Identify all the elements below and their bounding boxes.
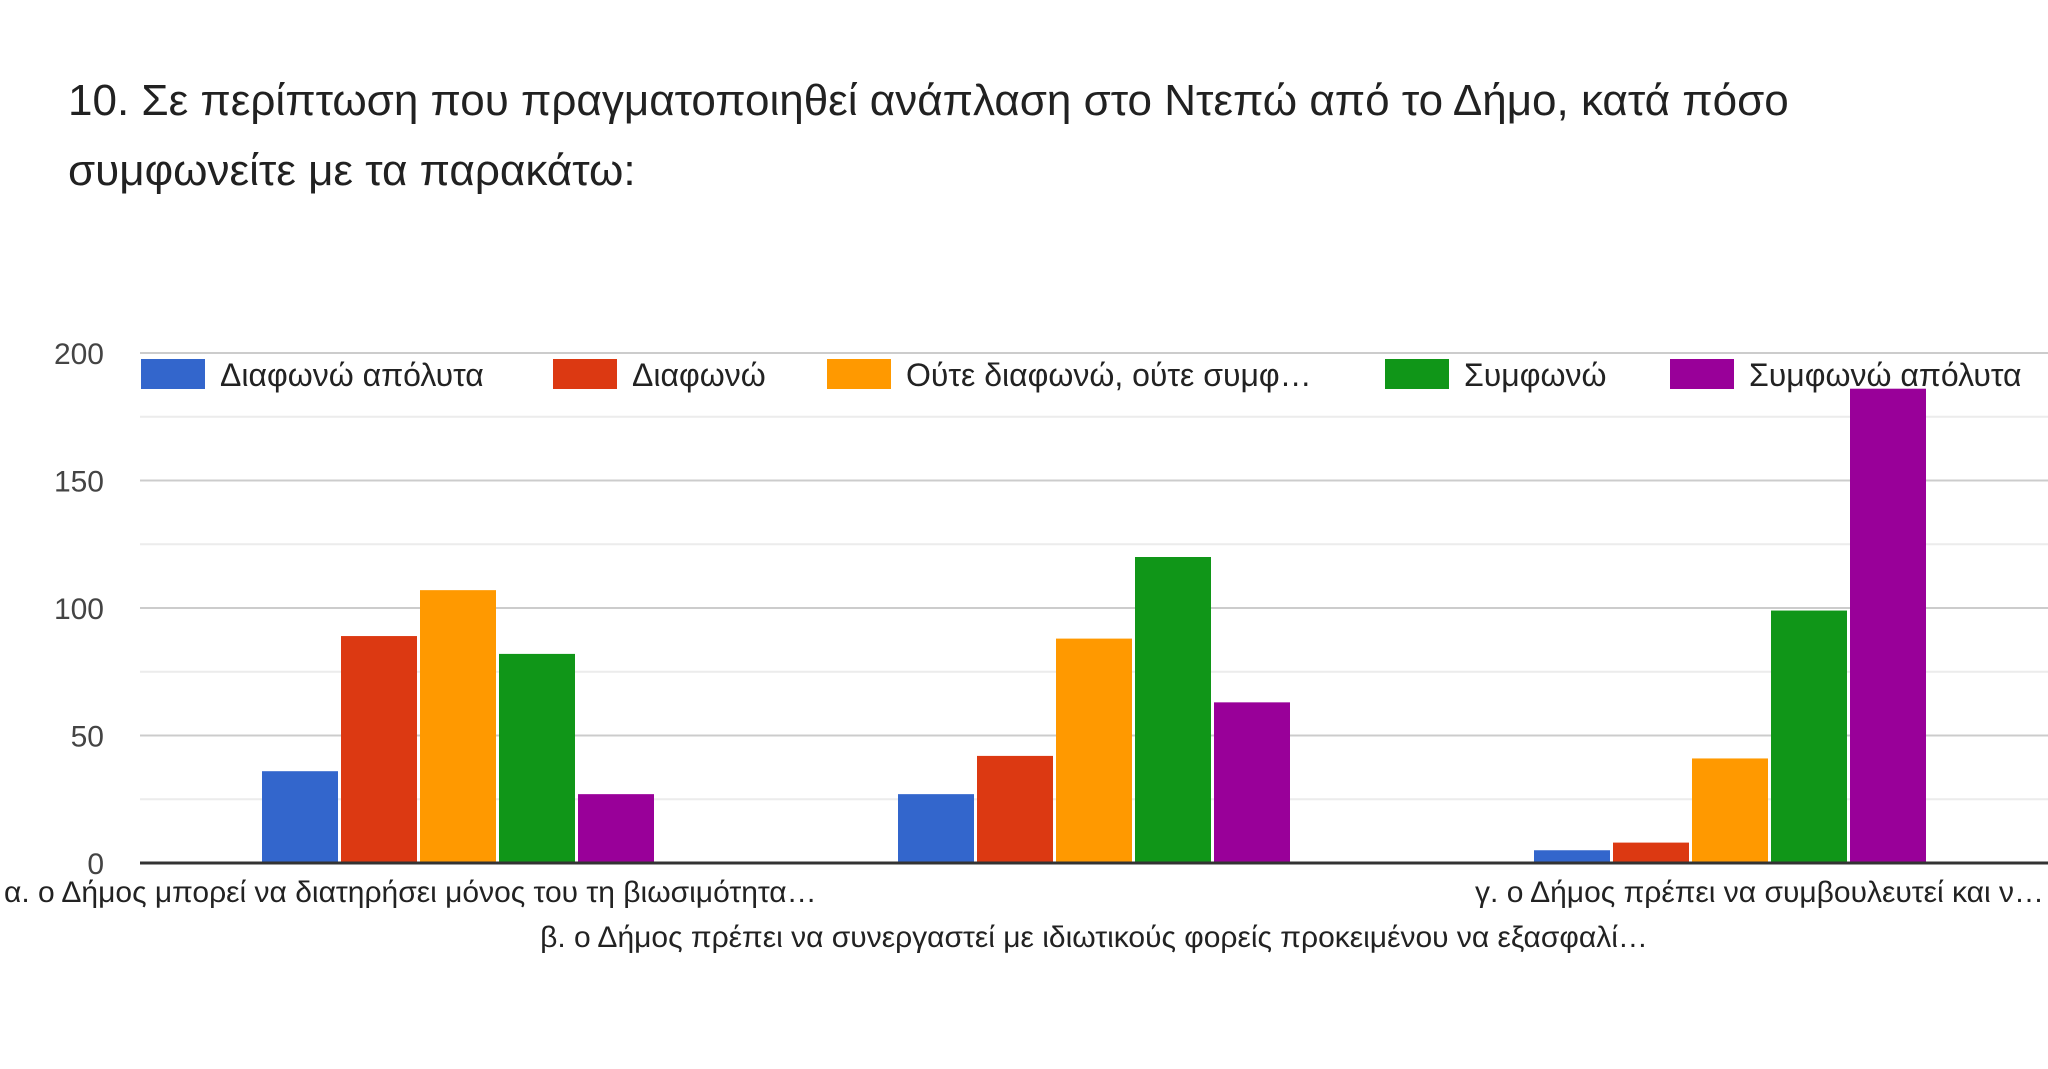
legend-label: Διαφωνώ — [632, 357, 766, 393]
legend-swatch — [1670, 359, 1734, 389]
legend-label: Συμφωνώ — [1464, 357, 1606, 393]
legend-swatch — [553, 359, 617, 389]
legend-label: Συμφωνώ απόλυτα — [1749, 357, 2022, 393]
x-tick-label: β. ο Δήμος πρέπει να συνεργαστεί με ιδιω… — [540, 921, 1648, 954]
bar — [1613, 842, 1689, 863]
bar — [1214, 702, 1290, 863]
bar — [1056, 638, 1132, 863]
legend-swatch — [141, 359, 205, 389]
legend-swatch — [1385, 359, 1449, 389]
bar — [420, 590, 496, 863]
bars-group — [262, 388, 1926, 863]
bar — [262, 771, 338, 863]
bar — [1692, 758, 1768, 863]
x-tick-label: α. ο Δήμος μπορεί να διατηρήσει μόνος το… — [4, 876, 817, 909]
bar — [898, 794, 974, 863]
legend-label: Διαφωνώ απόλυτα — [220, 357, 484, 393]
legend-label: Ούτε διαφωνώ, ούτε συμφ… — [906, 357, 1312, 393]
question-title: 10. Σε περίπτωση που πραγματοποιηθεί ανά… — [68, 76, 1789, 195]
bar — [977, 755, 1053, 863]
y-tick-label: 200 — [54, 338, 104, 371]
bar — [499, 653, 575, 863]
bar — [341, 636, 417, 863]
y-tick-label: 0 — [87, 848, 104, 881]
bar — [1850, 388, 1926, 863]
y-tick-label: 150 — [54, 466, 104, 499]
y-tick-label: 50 — [71, 721, 104, 754]
y-tick-label: 100 — [54, 593, 104, 626]
bar — [1534, 850, 1610, 863]
x-tick-label: γ. ο Δήμος πρέπει να συμβουλευτεί και ν… — [1475, 876, 2044, 909]
legend: Διαφωνώ απόλυτα Διαφωνώ Ούτε διαφωνώ, ούτε… — [141, 357, 2022, 393]
bar — [578, 794, 654, 863]
bar — [1135, 557, 1211, 863]
bar — [1771, 610, 1847, 863]
legend-swatch — [827, 359, 891, 389]
